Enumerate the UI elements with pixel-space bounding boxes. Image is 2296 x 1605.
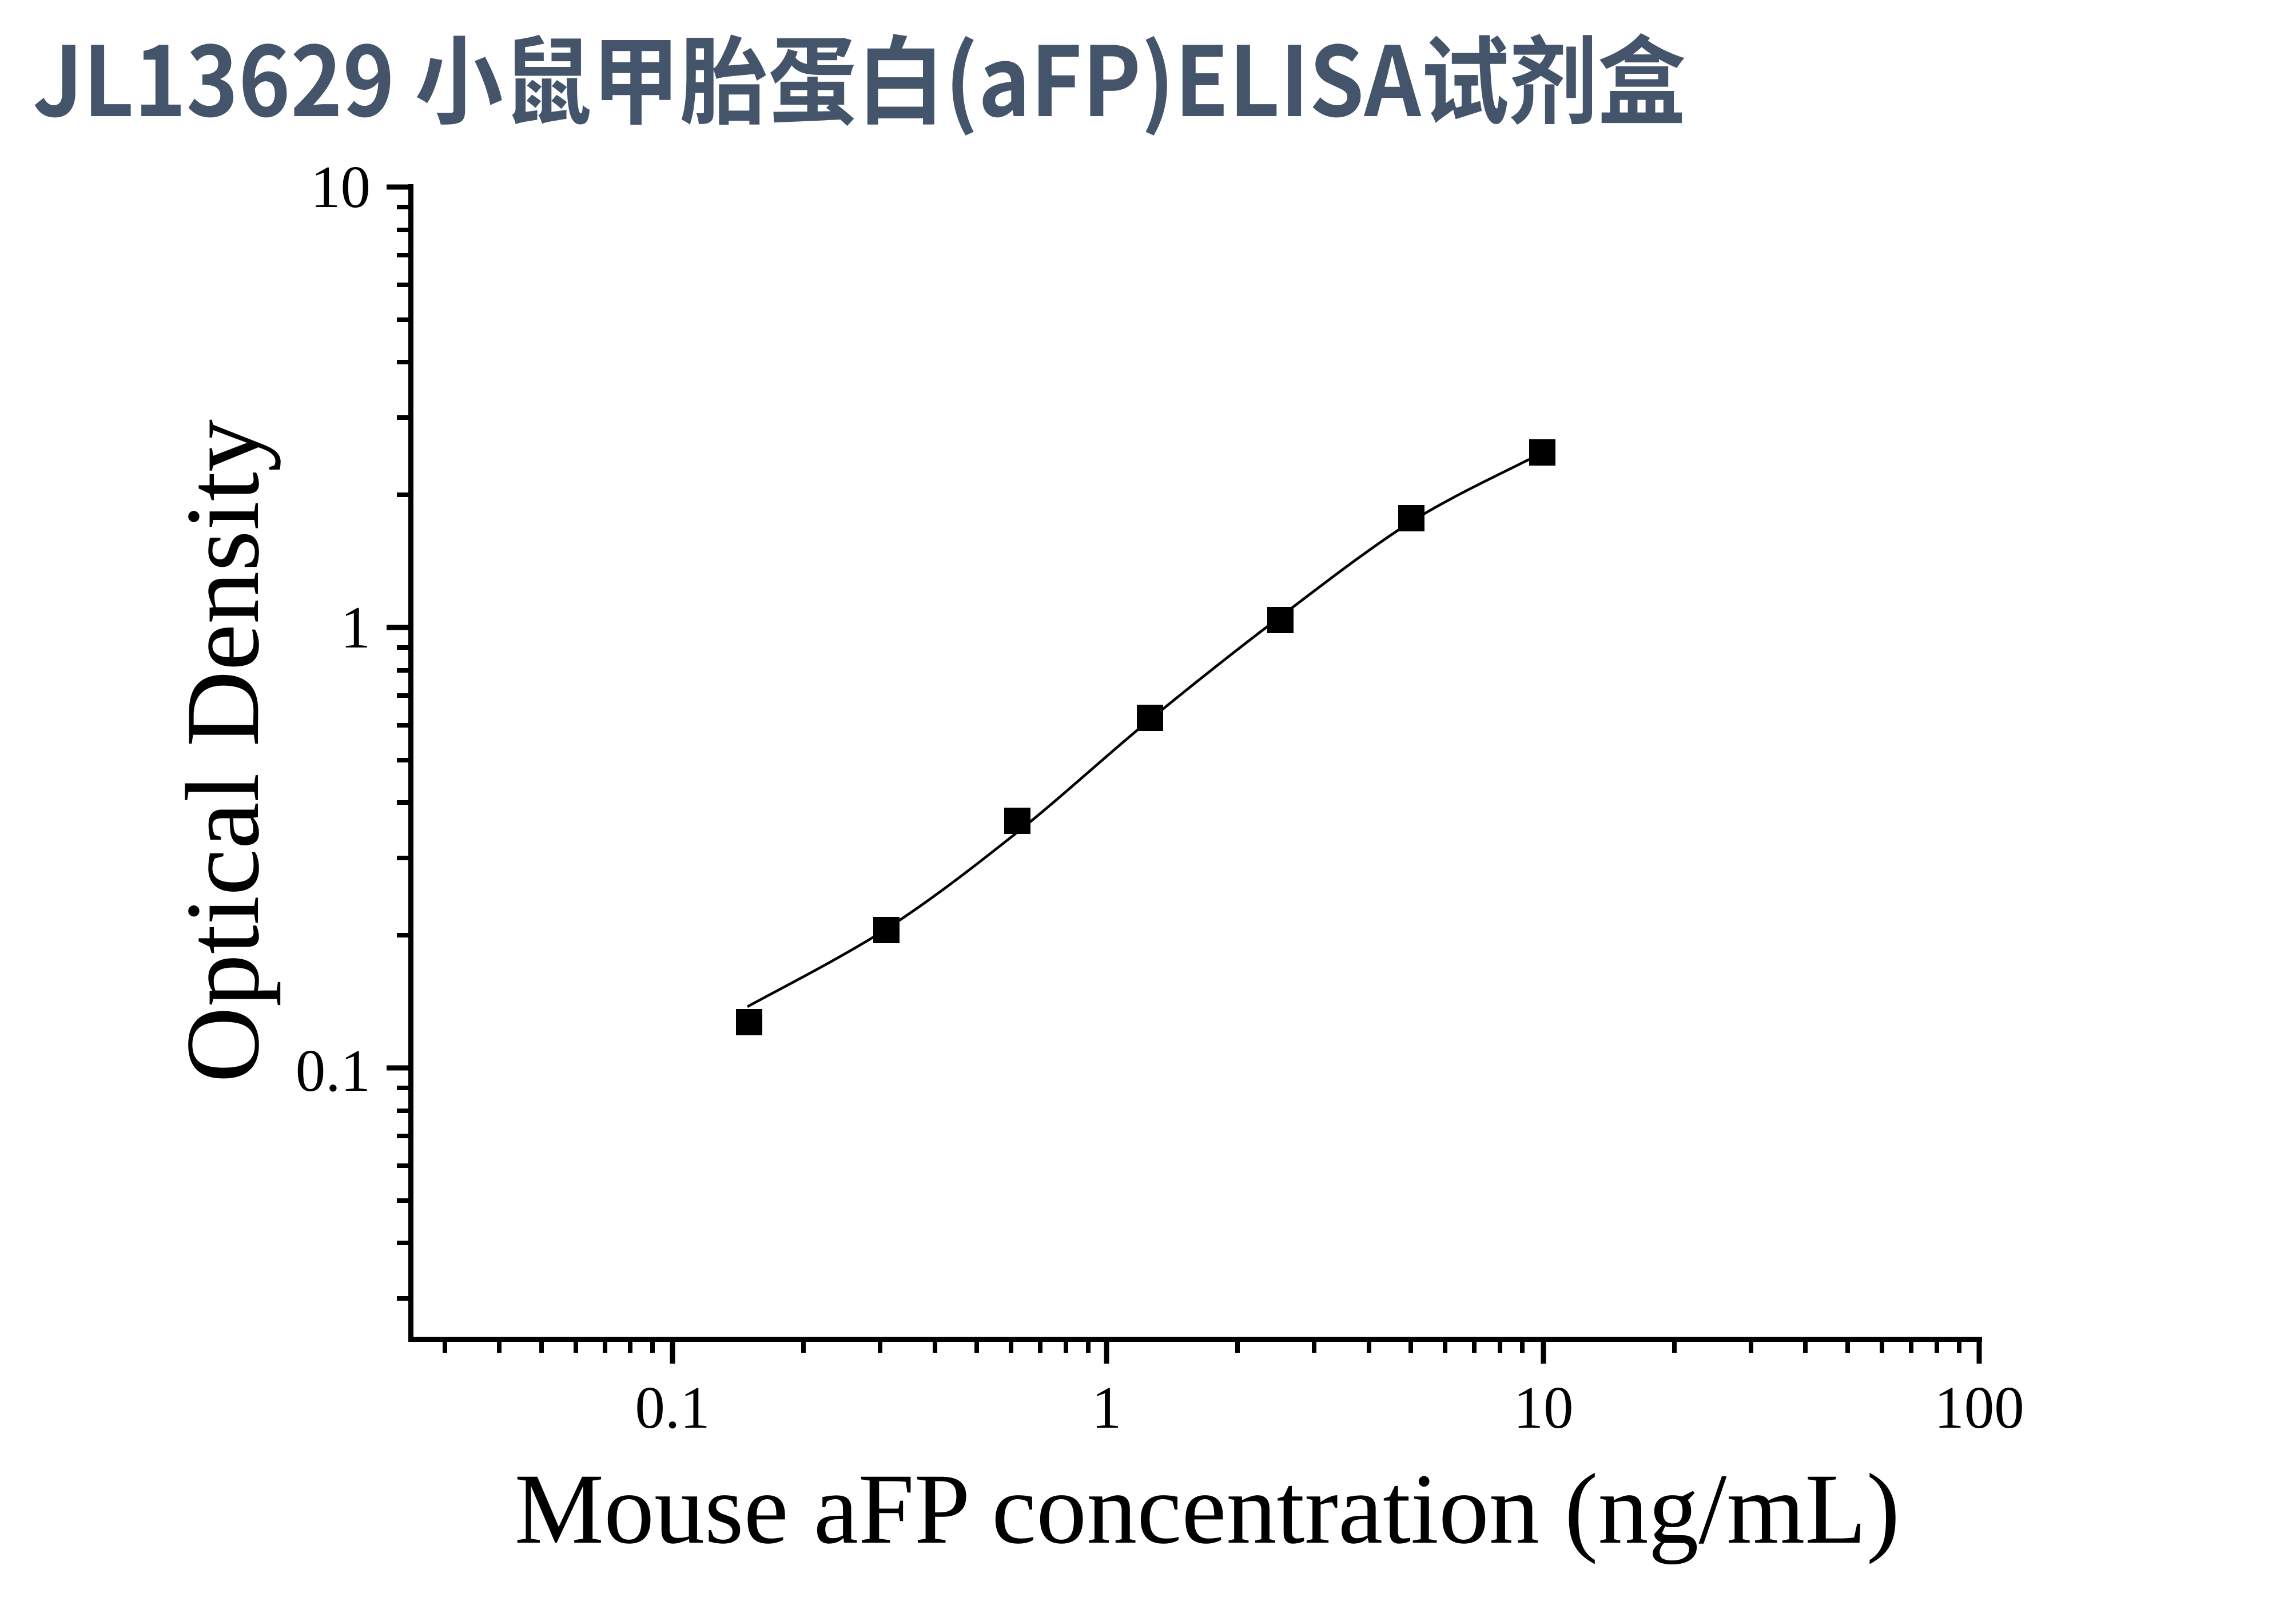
svg-text:1: 1: [341, 594, 371, 661]
svg-text:10: 10: [1514, 1374, 1574, 1441]
svg-text:0.1: 0.1: [635, 1374, 710, 1441]
svg-text:1: 1: [1092, 1374, 1122, 1441]
svg-text:100: 100: [1934, 1374, 2024, 1441]
svg-text:10: 10: [311, 153, 371, 220]
svg-text:Optical Density: Optical Density: [164, 419, 281, 1083]
svg-text:Mouse aFP concentration (ng/mL: Mouse aFP concentration (ng/mL): [515, 1453, 1900, 1565]
svg-text:0.1: 0.1: [296, 1037, 371, 1104]
